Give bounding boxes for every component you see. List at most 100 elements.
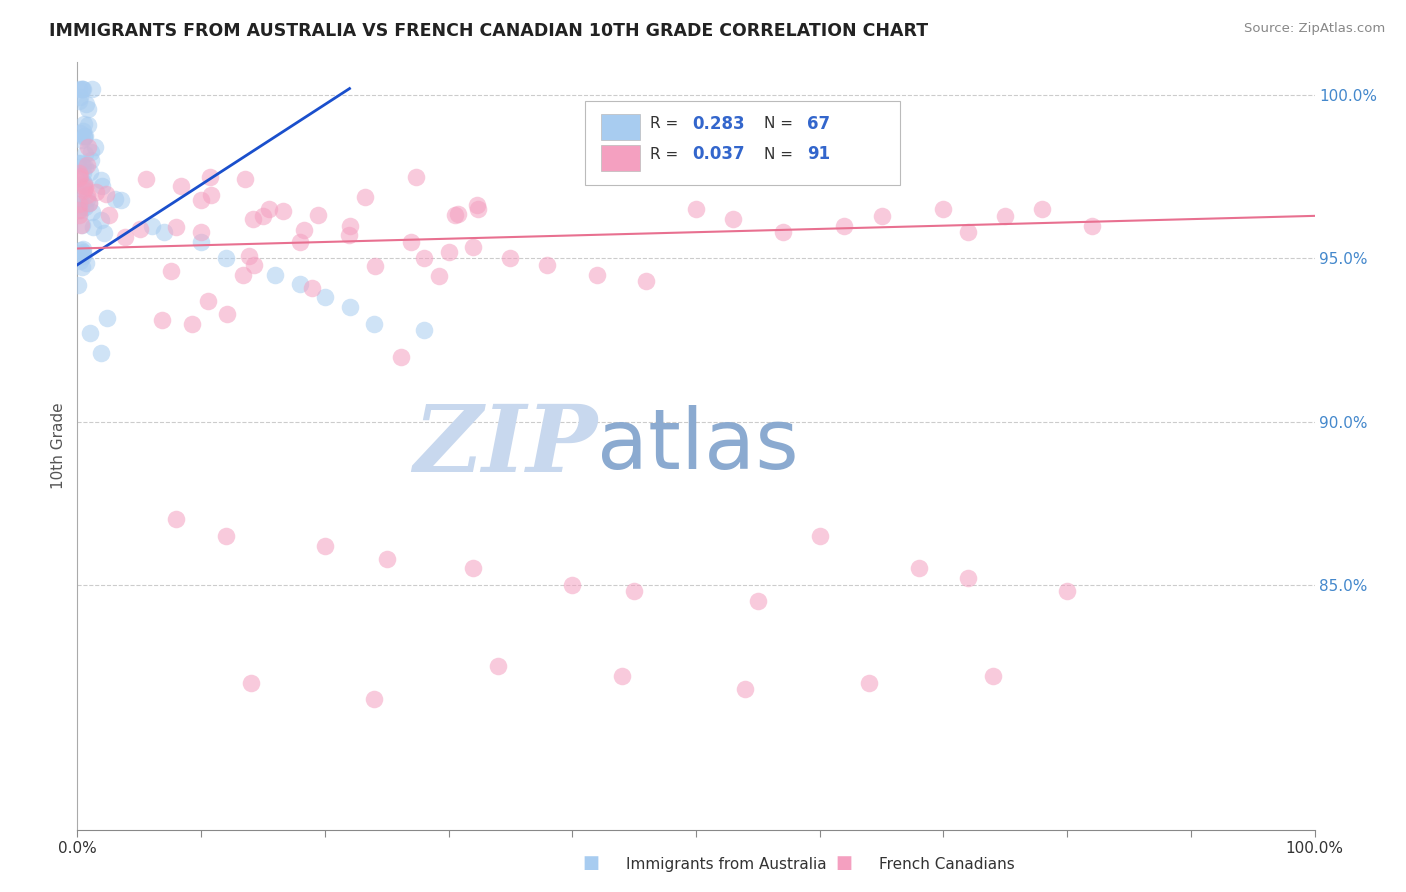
Point <box>200 188 222 202</box>
Text: R =: R = <box>650 147 683 162</box>
Point <box>314 539 336 553</box>
Point <box>82 219 104 234</box>
Point <box>67 278 90 293</box>
Point <box>77 102 100 116</box>
Point <box>772 225 794 239</box>
Text: R =: R = <box>650 116 683 131</box>
Point <box>170 179 193 194</box>
Point <box>73 128 96 143</box>
Text: IMMIGRANTS FROM AUSTRALIA VS FRENCH CANADIAN 10TH GRADE CORRELATION CHART: IMMIGRANTS FROM AUSTRALIA VS FRENCH CANA… <box>49 22 928 40</box>
Point <box>747 594 769 608</box>
Point <box>67 155 90 169</box>
Point <box>808 529 831 543</box>
Point <box>72 249 94 263</box>
Point <box>160 263 183 277</box>
Point <box>76 158 98 172</box>
Point <box>957 571 980 585</box>
Point <box>79 165 101 179</box>
Text: 67: 67 <box>807 115 831 133</box>
Point <box>129 222 152 236</box>
Point <box>69 244 91 258</box>
Point <box>72 242 94 256</box>
Point <box>636 274 658 288</box>
Point <box>73 178 96 193</box>
Point <box>69 194 91 209</box>
Point <box>73 176 96 190</box>
Point <box>232 268 254 282</box>
Text: ZIP: ZIP <box>413 401 598 491</box>
Point <box>354 189 377 203</box>
Point <box>444 208 467 222</box>
Point <box>70 156 93 170</box>
Point <box>94 187 117 202</box>
Point <box>82 81 104 95</box>
Text: N =: N = <box>763 116 797 131</box>
Point <box>870 209 893 223</box>
Point <box>75 256 97 270</box>
Point <box>412 252 434 266</box>
Point <box>69 202 91 217</box>
Point <box>67 95 90 109</box>
Point <box>215 252 238 266</box>
Point <box>271 203 294 218</box>
Point <box>561 578 583 592</box>
Point <box>446 207 468 221</box>
Point <box>69 169 91 184</box>
Point <box>1031 202 1053 217</box>
Point <box>994 209 1017 223</box>
Point <box>72 166 94 180</box>
Point <box>181 317 204 331</box>
Point <box>834 219 856 233</box>
Point <box>1056 584 1078 599</box>
Point <box>463 239 485 253</box>
Point <box>70 218 93 232</box>
Point <box>76 188 98 202</box>
Point <box>67 202 90 217</box>
Point <box>339 300 361 314</box>
Point <box>190 235 212 249</box>
Point <box>981 669 1004 683</box>
Point <box>190 193 212 207</box>
FancyBboxPatch shape <box>600 145 640 170</box>
Text: ■: ■ <box>582 855 599 872</box>
Point <box>90 213 112 227</box>
Point <box>75 181 97 195</box>
Point <box>405 169 427 184</box>
Point <box>623 584 645 599</box>
Point <box>90 172 112 186</box>
Point <box>72 130 94 145</box>
Point <box>110 193 132 207</box>
Point <box>90 345 112 359</box>
Text: 0.037: 0.037 <box>692 145 745 163</box>
Text: 0.283: 0.283 <box>692 115 745 133</box>
Point <box>243 258 266 272</box>
Point <box>69 89 91 103</box>
Point <box>67 166 90 180</box>
Point <box>465 198 488 212</box>
Point <box>67 81 90 95</box>
Point <box>363 317 385 331</box>
Point <box>84 186 107 200</box>
Point <box>77 195 100 210</box>
Point <box>610 669 633 683</box>
Point <box>141 219 163 233</box>
Point <box>401 235 423 249</box>
Point <box>97 208 120 222</box>
Point <box>67 197 90 211</box>
Point <box>69 126 91 140</box>
Point <box>67 171 90 186</box>
Point <box>72 81 94 95</box>
Point <box>165 512 187 526</box>
Point <box>907 561 929 575</box>
Point <box>72 246 94 260</box>
Point <box>685 202 707 217</box>
Point <box>80 205 103 219</box>
Point <box>73 200 96 214</box>
Y-axis label: 10th Grade: 10th Grade <box>51 402 66 490</box>
Point <box>197 293 219 308</box>
Point <box>264 268 287 282</box>
Text: atlas: atlas <box>598 406 799 486</box>
Point <box>257 202 280 216</box>
Point <box>389 350 412 364</box>
Point <box>190 225 212 239</box>
